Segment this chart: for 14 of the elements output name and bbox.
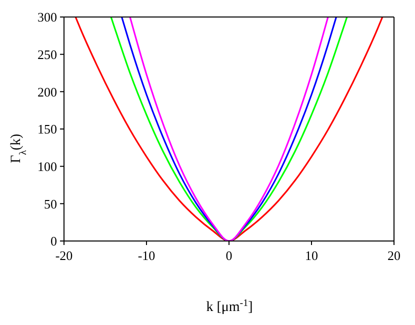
x-tick-label: 0 xyxy=(226,248,232,264)
y-tick-label: 150 xyxy=(38,122,57,137)
y-tick-label: 0 xyxy=(50,234,57,249)
x-axis-title: k [μm$^{-1}$] xyxy=(206,298,253,315)
x-tick-label: 20 xyxy=(388,248,400,264)
x-tick-label: -10 xyxy=(138,248,156,264)
y-tick-label: 300 xyxy=(38,10,57,25)
x-tick-label: 10 xyxy=(305,248,318,264)
x-tick-label: -20 xyxy=(55,248,73,264)
y-tick-label: 50 xyxy=(44,196,57,212)
y-tick-label: 100 xyxy=(38,158,57,174)
y-tick-label: 250 xyxy=(38,46,57,62)
y-tick-label: 200 xyxy=(38,84,57,100)
line-series xyxy=(74,17,384,241)
